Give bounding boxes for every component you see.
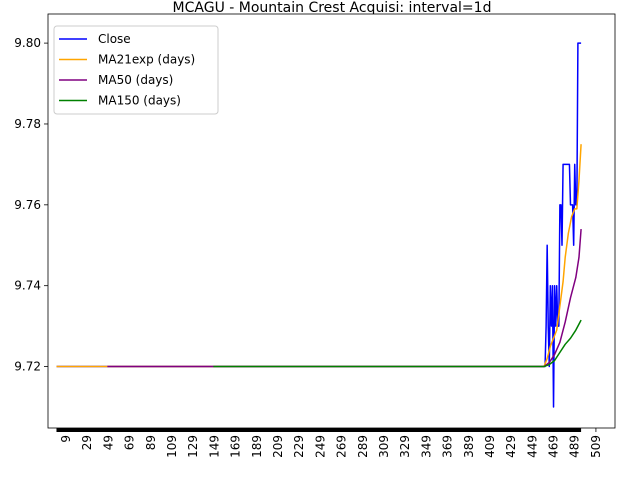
legend-label: MA21exp (days): [98, 53, 195, 67]
x-tick-label: 49: [101, 435, 115, 450]
x-tick-label: 29: [80, 435, 94, 450]
x-tick-label: 429: [504, 435, 518, 458]
y-tick-label: 9.80: [14, 36, 41, 50]
x-tick-label: 249: [313, 435, 327, 458]
x-tick-label: 109: [165, 435, 179, 458]
chart-title: MCAGU - Mountain Crest Acquisi: interval…: [173, 0, 492, 16]
legend-label: MA50 (days): [98, 73, 173, 87]
x-tick-label: 309: [377, 435, 391, 458]
y-tick-label: 9.78: [14, 117, 41, 131]
x-tick-label: 409: [483, 435, 497, 458]
y-axis: 9.72 9.74 9.76 9.78 9.80: [14, 36, 48, 374]
x-tick-label: 369: [441, 435, 455, 458]
x-tick-label: 129: [186, 435, 200, 458]
legend: Close MA21exp (days) MA50 (days) MA150 (day…: [53, 25, 219, 115]
legend-box: [53, 25, 219, 115]
x-tick-label: 209: [271, 435, 285, 458]
x-tick-label: 329: [398, 435, 412, 458]
x-minor-ticks: [56, 428, 582, 432]
series-line-0: [56, 42, 582, 408]
x-tick-label: 469: [547, 435, 561, 458]
y-tick-label: 9.74: [14, 279, 41, 293]
x-tick-label: 509: [589, 435, 603, 458]
data-lines: [56, 42, 582, 408]
x-tick-label: 449: [525, 435, 539, 458]
series-line-3: [213, 319, 582, 368]
x-tick-label: 9: [59, 435, 73, 443]
x-tick-label: 269: [335, 435, 349, 458]
x-tick-label: 89: [144, 435, 158, 450]
x-axis: 9 29 49 69 89 109 129 149 169 189 209 229 249 269 289 3…: [56, 428, 603, 458]
x-tick-label: 169: [229, 435, 243, 458]
y-tick-label: 9.76: [14, 198, 41, 212]
x-tick-label: 489: [568, 435, 582, 458]
x-tick-label: 229: [292, 435, 306, 458]
x-tick-label: 69: [123, 435, 137, 450]
x-tick-label: 349: [419, 435, 433, 458]
x-tick-label: 189: [250, 435, 264, 458]
x-tick-label: 289: [356, 435, 370, 458]
legend-label: MA150 (days): [98, 94, 181, 108]
x-tick-label: 149: [207, 435, 221, 458]
x-tick-label: 389: [462, 435, 476, 458]
legend-label: Close: [98, 32, 131, 46]
y-tick-label: 9.72: [14, 360, 41, 374]
series-line-2: [107, 229, 582, 368]
series-line-1: [56, 144, 582, 368]
